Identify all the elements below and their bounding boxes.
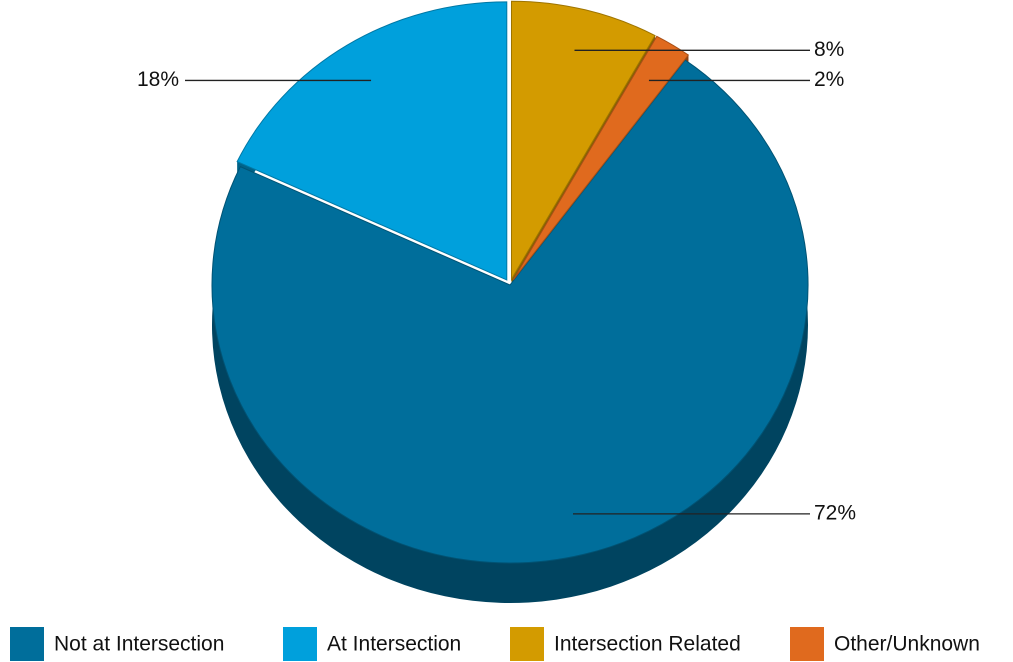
- slice: [512, 35, 690, 281]
- legend-swatch: [283, 627, 317, 661]
- legend-swatch: [10, 627, 44, 661]
- pie-tops: [211, 0, 809, 564]
- legend-label: Not at Intersection: [54, 633, 224, 656]
- legend-label: At Intersection: [327, 633, 461, 656]
- legend-swatch: [510, 627, 544, 661]
- legend-label: Intersection Related: [554, 633, 741, 656]
- data-label: 18%: [137, 68, 179, 91]
- slice: [236, 1, 508, 281]
- data-label: 8%: [814, 38, 844, 61]
- slice: [211, 59, 809, 564]
- legend-label: Other/Unknown: [834, 633, 980, 656]
- data-label: 2%: [814, 68, 844, 91]
- slice: [510, 0, 656, 282]
- legend-swatch: [790, 627, 824, 661]
- data-label: 72%: [814, 501, 856, 524]
